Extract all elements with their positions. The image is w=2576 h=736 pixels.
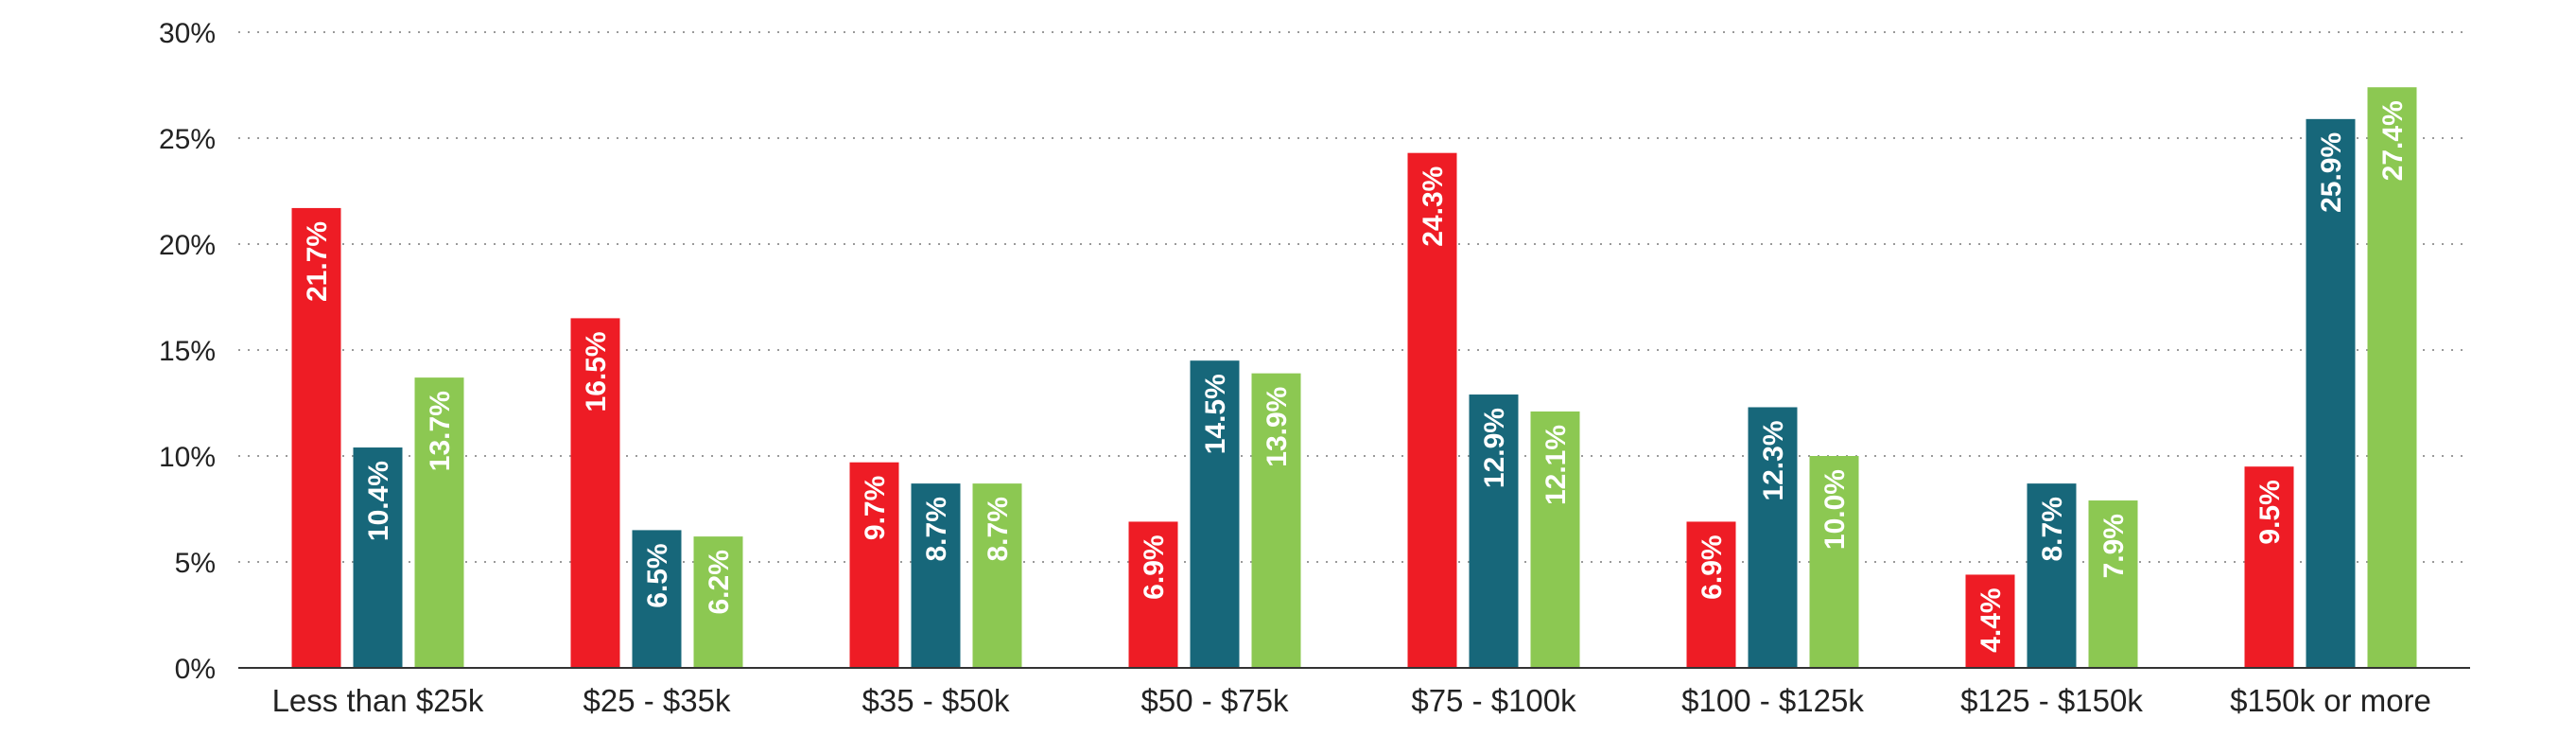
- x-tick-label: $75 - $100k: [1411, 683, 1576, 718]
- data-label: 6.5%: [642, 543, 673, 607]
- bar: [2306, 118, 2356, 669]
- data-label: 16.5%: [581, 331, 612, 412]
- data-label: 6.9%: [1697, 534, 1728, 599]
- bar: [414, 377, 464, 668]
- data-label: 12.9%: [1479, 408, 1510, 488]
- bar: [1530, 411, 1580, 668]
- y-tick-label: 0%: [175, 654, 216, 685]
- data-label: 24.3%: [1418, 166, 1449, 247]
- data-label: 13.7%: [425, 391, 456, 471]
- gridlines: [238, 31, 2470, 563]
- bar: [1190, 360, 1240, 668]
- y-tick-label: 20%: [159, 230, 216, 261]
- data-label: 7.9%: [2098, 514, 2130, 578]
- data-label: 6.2%: [704, 550, 735, 614]
- data-label: 27.4%: [2377, 100, 2409, 181]
- x-tick-label: $35 - $50k: [862, 683, 1010, 718]
- data-label: 10.4%: [363, 461, 394, 541]
- bar: [2367, 87, 2417, 669]
- bar: [570, 318, 620, 668]
- data-label: 4.4%: [1976, 587, 2007, 652]
- bar: [2027, 483, 2077, 668]
- bar: [1251, 373, 1301, 668]
- x-tick-label: $100 - $125k: [1681, 683, 1864, 718]
- bar: [972, 483, 1022, 668]
- bar: [849, 462, 899, 668]
- data-label: 12.1%: [1540, 425, 1572, 505]
- x-tick-label: $125 - $150k: [1960, 683, 2143, 718]
- bars: [291, 87, 2417, 669]
- data-label: 8.7%: [921, 497, 952, 561]
- x-tick-label: Less than $25k: [272, 683, 484, 718]
- y-tick-label: 25%: [159, 124, 216, 155]
- bar: [2244, 466, 2294, 668]
- bar: [291, 207, 341, 669]
- data-labels: 21.7% 10.4% 13.7% 16.5% 6.5% 6.2% 9.7% 8.7% 8.7%…: [302, 100, 2409, 653]
- y-tick-label: 30%: [159, 18, 216, 49]
- bar: [632, 530, 682, 668]
- bar: [1686, 521, 1736, 668]
- data-label: 6.9%: [1139, 534, 1170, 599]
- data-label: 8.7%: [983, 497, 1014, 561]
- bar: [1407, 152, 1457, 668]
- y-tick-label: 10%: [159, 442, 216, 473]
- bar: [1469, 394, 1519, 668]
- data-label: 12.3%: [1758, 420, 1789, 500]
- y-axis-ticks: 0% 5% 10% 15% 20% 25% 30%: [159, 18, 216, 685]
- x-tick-label: $25 - $35k: [583, 683, 731, 718]
- bar: [1128, 521, 1178, 668]
- y-tick-label: 5%: [175, 548, 216, 579]
- data-label: 13.9%: [1262, 387, 1293, 467]
- bar: [2088, 500, 2138, 668]
- data-label: 14.5%: [1200, 374, 1231, 454]
- x-axis-categories: Less than $25k $25 - $35k $35 - $50k $50 - …: [272, 683, 2431, 718]
- x-tick-label: $50 - $75k: [1141, 683, 1289, 718]
- data-label: 9.7%: [860, 476, 891, 540]
- bar: [1809, 456, 1859, 668]
- bar: [693, 536, 743, 668]
- y-tick-label: 15%: [159, 336, 216, 367]
- bar: [911, 483, 961, 668]
- data-label: 25.9%: [2316, 132, 2347, 213]
- bar: [353, 447, 403, 668]
- x-tick-label: $150k or more: [2230, 683, 2431, 718]
- data-label: 9.5%: [2254, 480, 2286, 544]
- data-label: 21.7%: [302, 221, 333, 302]
- bar: [1748, 407, 1798, 668]
- data-label: 10.0%: [1819, 469, 1851, 550]
- bar: [1965, 574, 2015, 668]
- data-label: 8.7%: [2037, 497, 2068, 561]
